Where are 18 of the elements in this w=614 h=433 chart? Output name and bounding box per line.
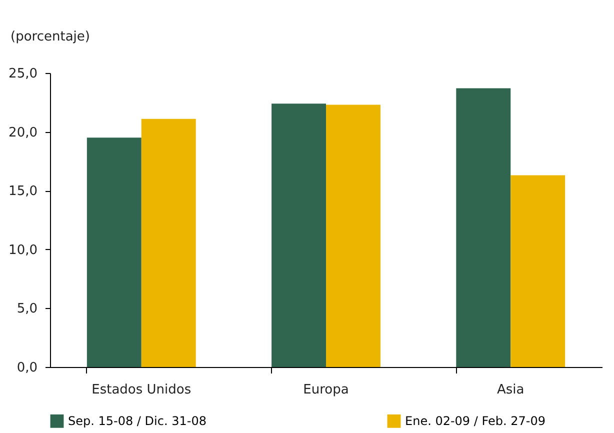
- bar: [272, 104, 326, 367]
- x-tick-label: Estados Unidos: [92, 382, 192, 398]
- y-tick-label: 5,0: [16, 302, 38, 317]
- bar: [510, 175, 566, 367]
- bar: [456, 88, 511, 367]
- bar: [86, 138, 142, 367]
- bar: [141, 118, 196, 367]
- x-tick-label: Asia: [496, 382, 524, 398]
- legend-label: Ene. 02-09 / Feb. 27-09: [405, 414, 546, 428]
- x-tick-label: Europa: [303, 382, 349, 398]
- bar: [326, 104, 380, 367]
- y-tick-label: 15,0: [8, 184, 38, 200]
- y-tick-label: 25,0: [8, 66, 38, 82]
- y-tick-label: 0,0: [16, 360, 38, 376]
- y-tick-label: 20,0: [8, 125, 38, 140]
- y-axis-title: (porcentaje): [10, 30, 90, 44]
- y-tick-label: 10,0: [8, 242, 38, 258]
- legend-label: Sep. 15-08 / Dic. 31-08: [68, 414, 206, 428]
